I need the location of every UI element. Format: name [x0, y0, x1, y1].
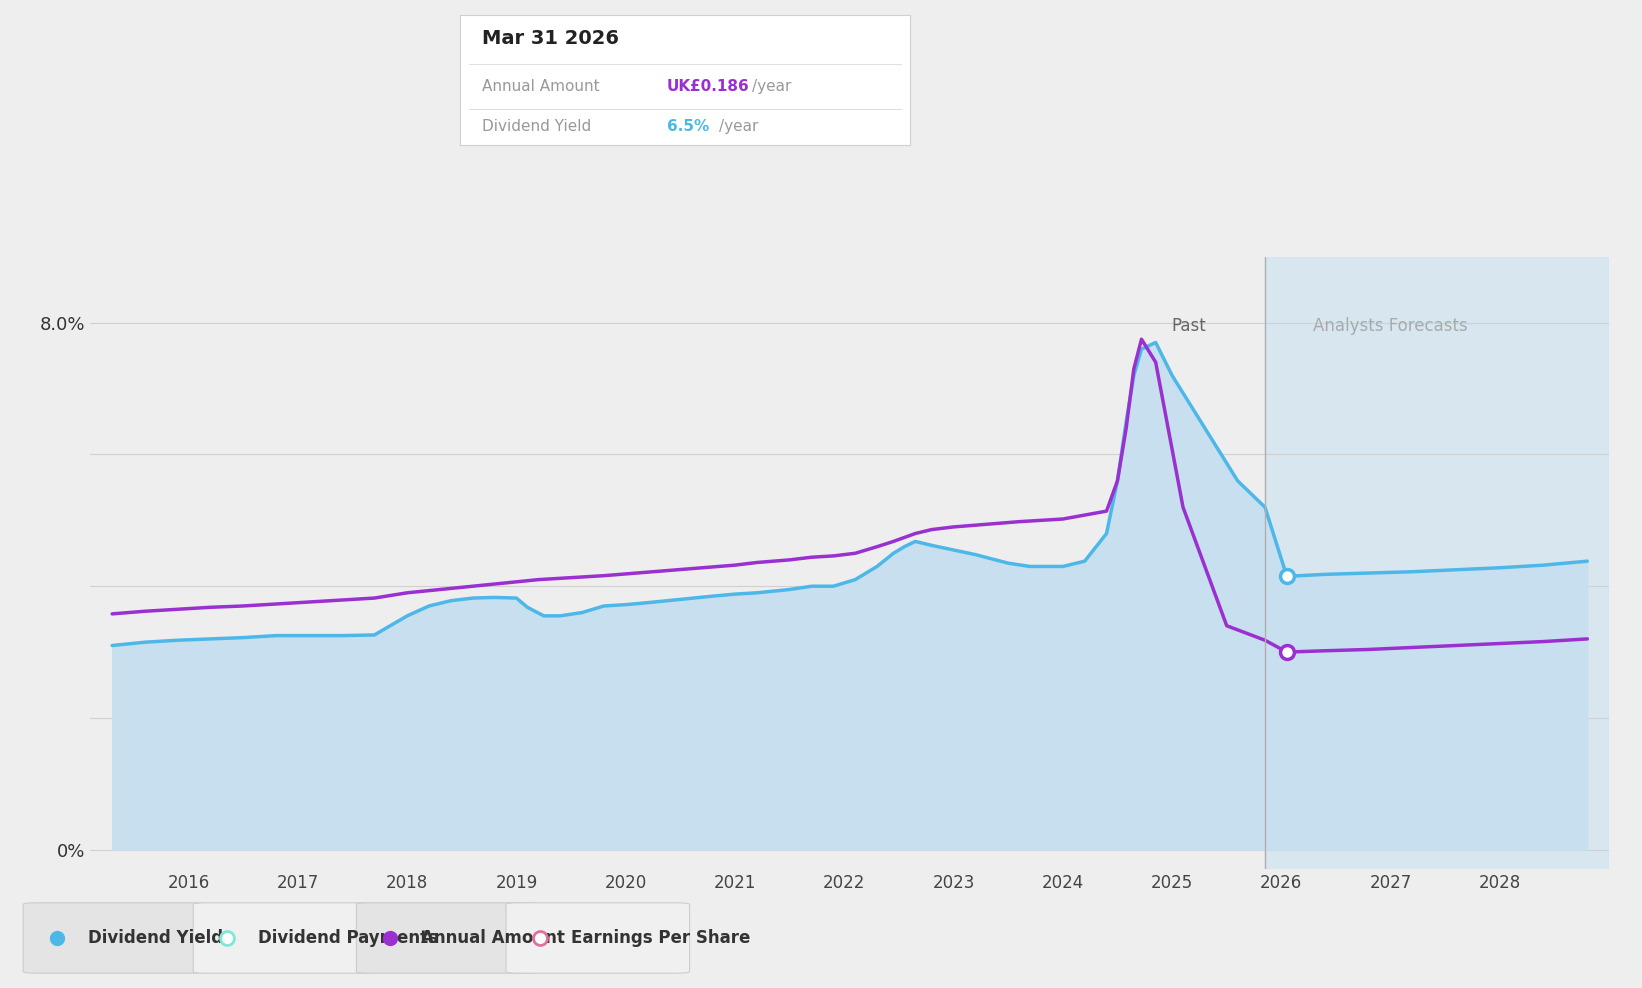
FancyBboxPatch shape	[23, 903, 207, 973]
Text: Mar 31 2026: Mar 31 2026	[483, 29, 619, 47]
Text: Analysts Forecasts: Analysts Forecasts	[1314, 317, 1468, 335]
Text: Dividend Yield: Dividend Yield	[87, 929, 223, 947]
Text: 6.5%: 6.5%	[667, 120, 709, 134]
Text: Earnings Per Share: Earnings Per Share	[571, 929, 750, 947]
FancyBboxPatch shape	[356, 903, 540, 973]
Text: /year: /year	[719, 120, 759, 134]
FancyBboxPatch shape	[506, 903, 690, 973]
Text: Dividend Yield: Dividend Yield	[483, 120, 591, 134]
Bar	[1264, 257, 1609, 869]
Text: Annual Amount: Annual Amount	[483, 79, 599, 94]
Text: /year: /year	[752, 79, 791, 94]
Text: UK£0.186: UK£0.186	[667, 79, 750, 94]
Text: Annual Amount: Annual Amount	[420, 929, 565, 947]
Text: Dividend Payments: Dividend Payments	[258, 929, 438, 947]
Text: Past: Past	[1171, 317, 1205, 335]
FancyBboxPatch shape	[194, 903, 376, 973]
